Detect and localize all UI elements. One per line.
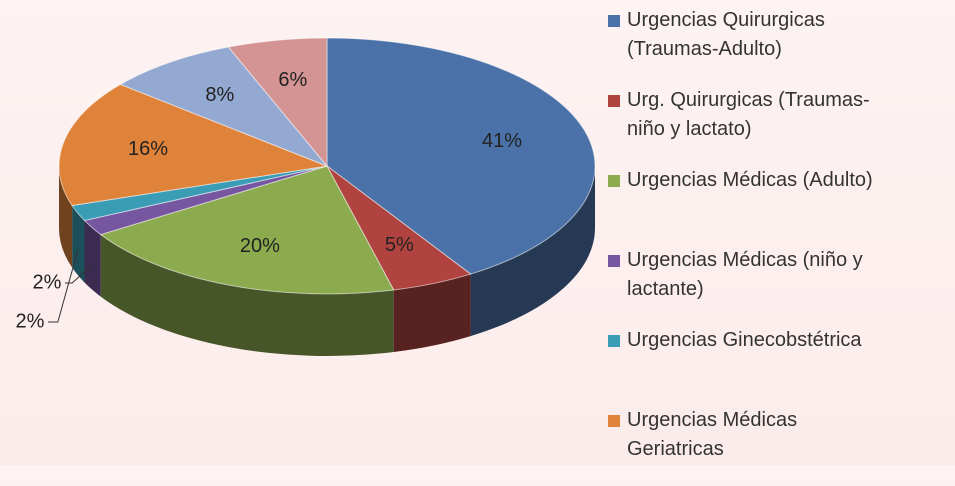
leader-line xyxy=(65,264,93,284)
data-label: 41% xyxy=(482,130,522,152)
legend-label: Urgencias Médicas (niño y lactante) xyxy=(627,249,863,300)
slice-side xyxy=(72,205,85,283)
slice-side xyxy=(84,220,101,297)
data-label: 5% xyxy=(385,234,414,256)
data-label: 2% xyxy=(33,271,62,293)
legend: Urgencias Quirurgicas (Traumas-Adulto) Ur… xyxy=(608,6,898,486)
slice-side xyxy=(470,166,595,337)
legend-swatch xyxy=(608,255,620,267)
legend-swatch xyxy=(608,415,620,427)
legend-label: Urg. Quirurgicas (Traumas-niño y lactato… xyxy=(627,89,870,140)
legend-swatch xyxy=(608,175,620,187)
data-label: 2% xyxy=(16,310,45,332)
slice-side xyxy=(393,274,471,352)
legend-item: Urgencias Ginecobstétrica xyxy=(608,326,898,406)
slice xyxy=(227,37,328,168)
legend-item: Urg. Quirurgicas (Traumas-niño y lactato… xyxy=(608,86,898,166)
slice xyxy=(99,165,395,295)
legend-label: Urgencias Médicas (Adulto) xyxy=(627,169,873,191)
page: 41% 5% 20% 2% 2% 16% 8% 6% Urgencias Quirurgica… xyxy=(0,0,955,465)
data-label: 6% xyxy=(278,69,307,91)
legend-item: Urgencias Médicas (niño y lactante) xyxy=(608,246,898,326)
slice xyxy=(326,37,596,275)
slice-side xyxy=(59,166,73,268)
legend-swatch xyxy=(608,15,620,27)
legend-label: Urgencias Quirurgicas (Traumas-Adulto) xyxy=(627,9,825,60)
leader-line xyxy=(48,250,79,323)
chart: 41% 5% 20% 2% 2% 16% 8% 6% xyxy=(16,37,596,356)
data-label: 8% xyxy=(205,84,234,106)
data-label: 20% xyxy=(240,235,280,257)
legend-item: Urgencias Médicas (Adulto) xyxy=(608,166,898,246)
legend-swatch xyxy=(608,95,620,107)
slice xyxy=(119,46,328,167)
legend-item: Urgencias Quirurgicas (Traumas-Adulto) xyxy=(608,6,898,86)
legend-swatch xyxy=(608,335,620,347)
legend-label: Urgencias Ginecobstétrica xyxy=(627,329,862,351)
legend-item: Urgencias Médicas Geriatricas xyxy=(608,406,898,486)
slice xyxy=(58,83,329,207)
data-label: 16% xyxy=(128,138,168,160)
slice-side xyxy=(100,234,394,356)
legend-label: Urgencias Médicas Geriatricas xyxy=(627,409,798,460)
